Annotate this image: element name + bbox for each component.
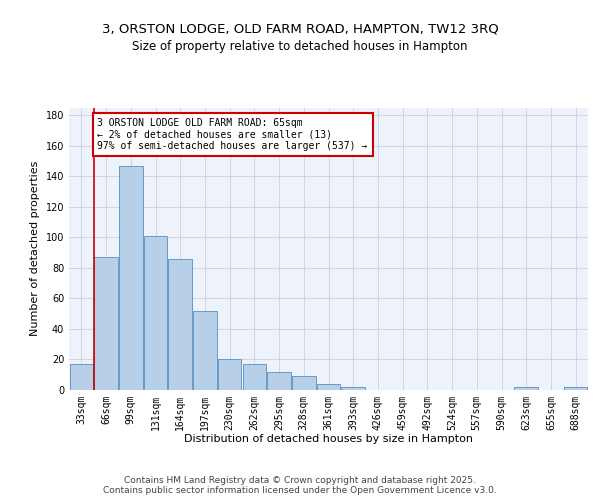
- Y-axis label: Number of detached properties: Number of detached properties: [30, 161, 40, 336]
- Text: Contains HM Land Registry data © Crown copyright and database right 2025.
Contai: Contains HM Land Registry data © Crown c…: [103, 476, 497, 495]
- Bar: [317, 384, 340, 390]
- X-axis label: Distribution of detached houses by size in Hampton: Distribution of detached houses by size …: [184, 434, 473, 444]
- Bar: [119, 166, 143, 390]
- Bar: [292, 376, 316, 390]
- Bar: [94, 257, 118, 390]
- Bar: [70, 364, 93, 390]
- Text: 3 ORSTON LODGE OLD FARM ROAD: 65sqm
← 2% of detached houses are smaller (13)
97%: 3 ORSTON LODGE OLD FARM ROAD: 65sqm ← 2%…: [97, 118, 368, 152]
- Bar: [144, 236, 167, 390]
- Bar: [193, 310, 217, 390]
- Bar: [218, 360, 241, 390]
- Text: Size of property relative to detached houses in Hampton: Size of property relative to detached ho…: [132, 40, 468, 53]
- Bar: [169, 258, 192, 390]
- Bar: [242, 364, 266, 390]
- Bar: [268, 372, 291, 390]
- Bar: [514, 387, 538, 390]
- Text: 3, ORSTON LODGE, OLD FARM ROAD, HAMPTON, TW12 3RQ: 3, ORSTON LODGE, OLD FARM ROAD, HAMPTON,…: [101, 22, 499, 36]
- Bar: [341, 387, 365, 390]
- Bar: [564, 387, 587, 390]
